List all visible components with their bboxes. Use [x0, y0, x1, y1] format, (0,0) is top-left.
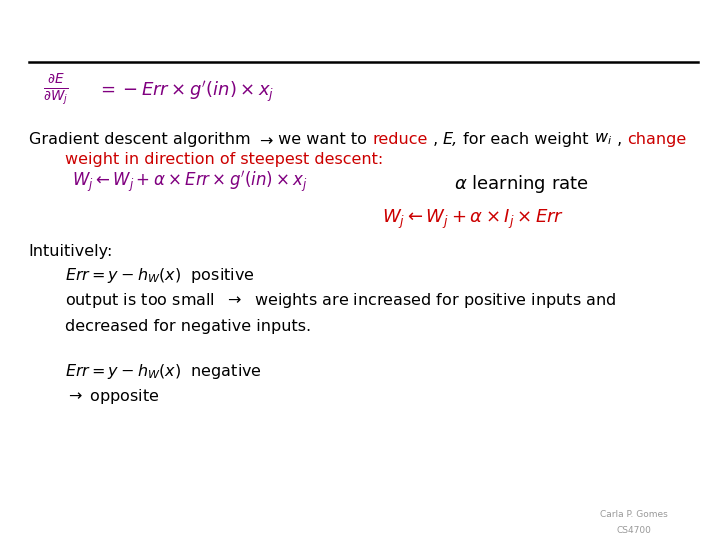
Text: change: change [627, 132, 687, 147]
Text: we want to: we want to [274, 132, 372, 147]
Text: $\frac{\partial E}{\partial W_j}$: $\frac{\partial E}{\partial W_j}$ [43, 73, 69, 108]
Text: ,: , [612, 132, 627, 147]
Text: $w_i$: $w_i$ [594, 131, 612, 147]
Text: $Err = y - h_W(x)$  negative: $Err = y - h_W(x)$ negative [65, 362, 262, 381]
Text: $\rightarrow$ opposite: $\rightarrow$ opposite [65, 387, 160, 406]
Text: $\alpha$ learning rate: $\alpha$ learning rate [454, 173, 588, 195]
Text: weight in direction of steepest descent:: weight in direction of steepest descent: [65, 152, 383, 167]
Text: ,: , [428, 132, 443, 147]
Text: Intuitively:: Intuitively: [29, 244, 113, 259]
Text: $\rightarrow$: $\rightarrow$ [256, 132, 274, 147]
Text: output is too small  $\rightarrow$  weights are increased for positive inputs an: output is too small $\rightarrow$ weight… [65, 292, 616, 310]
Text: E,: E, [443, 132, 459, 147]
Text: reduce: reduce [372, 132, 428, 147]
Text: Gradient descent algorithm: Gradient descent algorithm [29, 132, 256, 147]
Text: decreased for negative inputs.: decreased for negative inputs. [65, 319, 311, 334]
Text: $= -Err \times g'(in) \times x_j$: $= -Err \times g'(in) \times x_j$ [97, 80, 274, 105]
Text: for each weight: for each weight [459, 132, 594, 147]
Text: $Err = y - h_W(x)$  positive: $Err = y - h_W(x)$ positive [65, 266, 255, 285]
Text: $W_j \leftarrow W_j + \alpha \times I_j \times Err$: $W_j \leftarrow W_j + \alpha \times I_j … [382, 208, 564, 231]
Text: Carla P. Gomes: Carla P. Gomes [600, 510, 667, 519]
Text: CS4700: CS4700 [616, 525, 651, 535]
Text: $W_j \leftarrow W_j + \alpha \times Err \times g'(in) \times x_j$: $W_j \leftarrow W_j + \alpha \times Err … [72, 170, 307, 195]
